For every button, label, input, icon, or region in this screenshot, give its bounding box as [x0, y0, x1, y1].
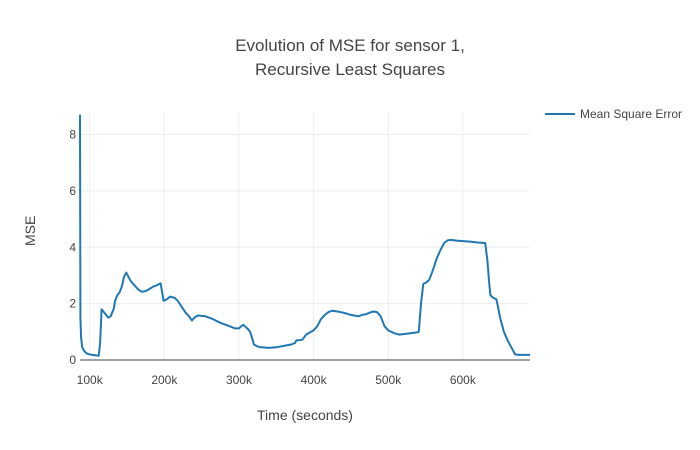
- grid: [80, 112, 530, 360]
- y-tick-label: 6: [69, 184, 76, 198]
- x-tick-label: 600k: [450, 373, 477, 387]
- x-tick-label: 200k: [151, 373, 178, 387]
- y-tick-label: 8: [69, 128, 76, 142]
- legend[interactable]: Mean Square Error: [545, 107, 682, 121]
- y-axis-title-text: MSE: [22, 215, 38, 246]
- legend-swatch: [545, 113, 575, 115]
- x-tick-label: 300k: [226, 373, 253, 387]
- tick-labels: 100k 200k 300k 400k 500k 600k 0 2 4 6 8: [69, 128, 477, 387]
- series-line-mse: [79, 114, 530, 357]
- x-tick-label: 500k: [375, 373, 402, 387]
- y-tick-label: 0: [69, 353, 76, 367]
- y-axis-title: MSE: [22, 206, 38, 246]
- chart-title-line-2: Recursive Least Squares: [255, 60, 445, 79]
- x-axis-title-text: Time (seconds): [257, 407, 353, 423]
- y-tick-label: 2: [69, 297, 76, 311]
- chart-title-line-1: Evolution of MSE for sensor 1,: [235, 36, 465, 55]
- series-layer: [79, 114, 530, 357]
- y-tick-label: 4: [69, 240, 76, 254]
- x-tick-label: 100k: [77, 373, 104, 387]
- legend-label-mse: Mean Square Error: [580, 107, 683, 121]
- x-tick-label: 400k: [301, 373, 328, 387]
- x-axis-title: Time (seconds): [0, 407, 610, 423]
